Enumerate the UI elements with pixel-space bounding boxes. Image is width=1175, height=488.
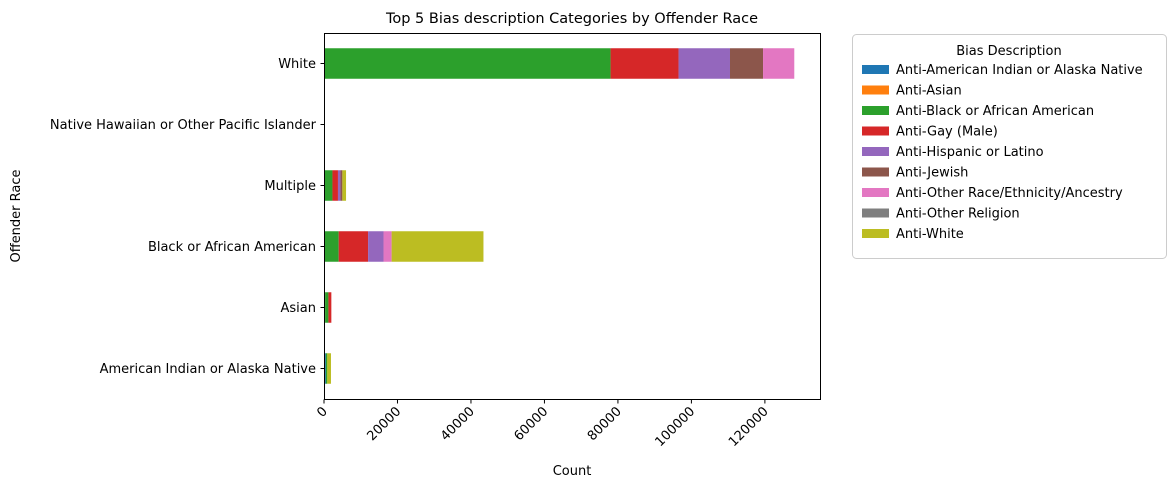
bar-asian-anti-black-or-african-american bbox=[325, 292, 329, 323]
legend-swatch-anti-other-race-ethnicity-ancestry bbox=[862, 188, 889, 197]
plot-frame bbox=[324, 33, 821, 400]
legend-label-anti-jewish: Anti-Jewish bbox=[896, 166, 968, 181]
legend-label-anti-gay-male: Anti-Gay (Male) bbox=[896, 125, 998, 140]
legend-swatch-anti-gay-male bbox=[862, 126, 889, 136]
legend-swatch-anti-american-indian-or-alaska-native bbox=[862, 65, 889, 74]
x-axis-label: Count bbox=[553, 464, 592, 479]
chart-title: Top 5 Bias description Categories by Off… bbox=[385, 11, 758, 27]
legend-frame bbox=[852, 34, 1167, 259]
bar-white-anti-other-race-ethnicity-ancestry bbox=[763, 48, 795, 79]
bar-black-or-african-american-anti-gay-male bbox=[338, 231, 369, 262]
x-tick-label: 60000 bbox=[511, 404, 551, 444]
x-tick-label: 40000 bbox=[438, 404, 478, 444]
y-tick-label: Native Hawaiian or Other Pacific Islande… bbox=[50, 118, 317, 133]
bar-multiple-anti-black-or-african-american bbox=[324, 170, 333, 201]
bar-multiple-anti-jewish bbox=[340, 170, 343, 201]
y-tick-label: Black or African American bbox=[148, 240, 316, 255]
x-tick-label: 20000 bbox=[364, 404, 404, 444]
bar-black-or-african-american-anti-white bbox=[391, 231, 484, 262]
legend-swatch-anti-white bbox=[862, 229, 889, 238]
x-tick-label: 100000 bbox=[653, 404, 699, 450]
legend-label-anti-other-religion: Anti-Other Religion bbox=[896, 207, 1020, 222]
y-axis: American Indian or Alaska Native Asian Bla… bbox=[50, 57, 325, 377]
y-tick-label: White bbox=[278, 57, 316, 72]
bar-black-or-african-american-anti-black-or-african-american bbox=[324, 231, 339, 262]
y-tick-label: Asian bbox=[281, 301, 316, 316]
legend-items: Anti-American Indian or Alaska Native Ant… bbox=[862, 63, 1143, 242]
y-axis-label: Offender Race bbox=[9, 169, 24, 262]
bar-white-anti-jewish bbox=[729, 48, 764, 79]
y-tick-label: American Indian or Alaska Native bbox=[100, 362, 316, 377]
bar-multiple-anti-hispanic-or-latino bbox=[337, 170, 341, 201]
legend-label-anti-black-or-african-american: Anti-Black or African American bbox=[896, 104, 1094, 119]
legend-label-anti-other-race-ethnicity-ancestry: Anti-Other Race/Ethnicity/Ancestry bbox=[896, 186, 1123, 201]
bar-white-anti-hispanic-or-latino bbox=[678, 48, 730, 79]
legend: Bias Description Anti-American Indian or… bbox=[852, 34, 1167, 259]
bar-white-anti-black-or-african-american bbox=[324, 48, 611, 79]
bar-multiple-anti-gay-male bbox=[332, 170, 338, 201]
bar-black-or-african-american-anti-hispanic-or-latino bbox=[368, 231, 384, 262]
bar-black-or-african-american-anti-other-race-ethnicity-ancestry bbox=[383, 231, 392, 262]
x-axis: 0 20000 40000 60000 80000 100000 120000 bbox=[314, 399, 772, 450]
y-tick-label: Multiple bbox=[264, 179, 316, 194]
legend-swatch-anti-other-religion bbox=[862, 208, 889, 218]
legend-title: Bias Description bbox=[956, 44, 1061, 59]
bar-american-indian-or-alaska-native-anti-black-or-african-american bbox=[325, 353, 328, 384]
bar-white-anti-gay-male bbox=[610, 48, 679, 79]
bar-multiple-anti-white bbox=[342, 170, 347, 201]
bar-american-indian-or-alaska-native-anti-white bbox=[327, 353, 331, 384]
bars bbox=[324, 48, 795, 384]
legend-label-anti-hispanic-or-latino: Anti-Hispanic or Latino bbox=[896, 145, 1044, 160]
legend-swatch-anti-asian bbox=[862, 85, 889, 95]
legend-label-anti-white: Anti-White bbox=[896, 227, 964, 242]
legend-label-anti-american-indian-or-alaska-native: Anti-American Indian or Alaska Native bbox=[896, 63, 1143, 78]
legend-swatch-anti-black-or-african-american bbox=[862, 106, 889, 115]
legend-label-anti-asian: Anti-Asian bbox=[896, 84, 962, 99]
x-tick-label: 120000 bbox=[726, 404, 772, 450]
x-tick-label: 0 bbox=[314, 404, 330, 420]
legend-swatch-anti-hispanic-or-latino bbox=[862, 147, 889, 156]
legend-swatch-anti-jewish bbox=[862, 167, 889, 177]
x-tick-label: 80000 bbox=[585, 404, 625, 444]
bar-asian-anti-gay-male bbox=[328, 292, 332, 323]
